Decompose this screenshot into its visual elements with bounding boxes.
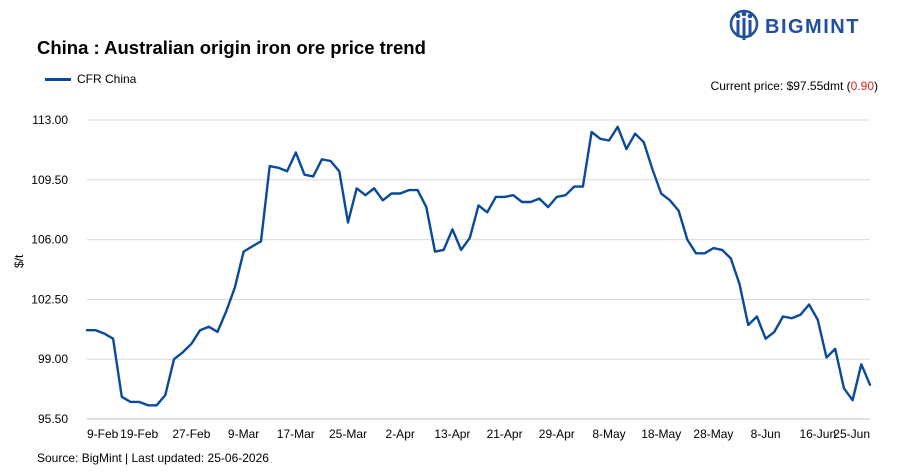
chart-gridlines xyxy=(87,119,870,360)
x-tick-label: 13-Apr xyxy=(434,427,470,441)
current-price-prefix: Current price: xyxy=(710,79,787,93)
y-tick-label: 102.50 xyxy=(31,292,68,306)
x-tick-label: 25-Mar xyxy=(329,427,367,441)
bigmint-logo-text: BIGMINT xyxy=(765,16,860,38)
chart-legend: CFR China xyxy=(45,72,136,86)
series-line-cfr-china xyxy=(85,125,872,407)
y-axis-ticks: 95.50 99.00 102.50 106.00 109.50 113.00 xyxy=(31,113,68,426)
x-tick-label: 28-May xyxy=(693,427,733,441)
legend-label: CFR China xyxy=(77,72,137,86)
x-tick-label: 2-Apr xyxy=(386,427,415,441)
current-price-readout: Current price: $97.55dmt (0.90) xyxy=(711,79,878,93)
x-tick-label: 29-Apr xyxy=(539,427,575,441)
current-price-change: 0.90 xyxy=(850,79,874,93)
x-tick-label: 18-May xyxy=(641,427,681,441)
x-tick-label: 9-Feb xyxy=(87,427,119,441)
x-tick-label: 16-Jun xyxy=(799,427,836,441)
x-tick-label: 9-Mar xyxy=(228,427,259,441)
y-axis-label: $/t xyxy=(12,254,26,268)
x-tick-label: 17-Mar xyxy=(277,427,315,441)
source-note: Source: BigMint | Last updated: 25-06-20… xyxy=(37,451,269,465)
current-price-change-close: ) xyxy=(874,79,878,93)
x-tick-label: 25-Jun xyxy=(833,427,870,441)
x-axis-ticks: 9-Feb 19-Feb 27-Feb 9-Mar 17-Mar 25-Mar 2-Apr 1… xyxy=(87,427,870,441)
y-tick-label: 113.00 xyxy=(32,113,68,127)
y-tick-label: 99.00 xyxy=(38,352,68,366)
y-tick-label: 109.50 xyxy=(31,173,68,187)
x-tick-label: 8-Jun xyxy=(751,427,781,441)
current-price-value: $97.55dmt xyxy=(786,79,844,93)
current-price-change-open: ( xyxy=(843,79,851,93)
legend-swatch xyxy=(45,77,71,81)
x-tick-label: 8-May xyxy=(592,427,625,441)
chart-title: China : Australian origin iron ore price… xyxy=(37,37,426,58)
bigmint-logo-icon xyxy=(729,9,759,40)
y-tick-label: 106.00 xyxy=(31,233,68,247)
x-tick-label: 21-Apr xyxy=(487,427,523,441)
bigmint-logo: BIGMINT xyxy=(727,8,877,42)
y-tick-label: 95.50 xyxy=(38,412,68,426)
x-tick-label: 27-Feb xyxy=(172,427,210,441)
x-tick-label: 19-Feb xyxy=(120,427,158,441)
